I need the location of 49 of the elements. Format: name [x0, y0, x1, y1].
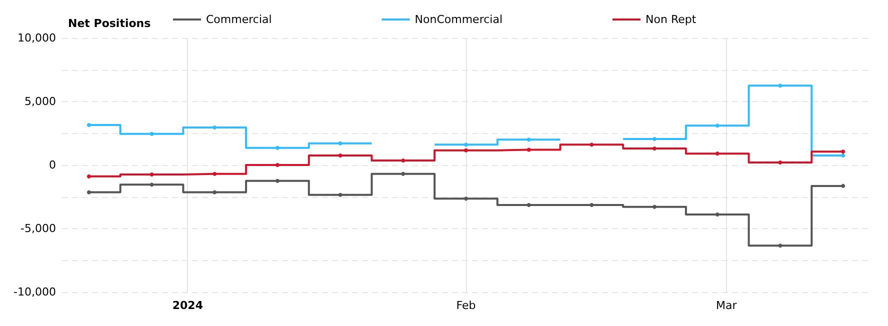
point: [590, 142, 594, 147]
point: [86, 122, 91, 127]
point: [338, 141, 342, 146]
point: [212, 172, 217, 176]
point: [150, 132, 154, 136]
point: [212, 190, 217, 194]
point: [778, 84, 782, 88]
x-tick-label: 2024: [172, 299, 204, 312]
point: [841, 150, 846, 154]
point: [526, 203, 531, 208]
point: [150, 172, 154, 177]
legend-label: NonCommercial: [414, 13, 503, 26]
y-tick-label: -10,000: [14, 286, 56, 298]
point: [715, 152, 720, 156]
point: [86, 190, 91, 194]
point: [275, 163, 280, 167]
point: [526, 148, 531, 152]
point: [778, 244, 782, 248]
point: [652, 204, 657, 209]
point: [464, 196, 468, 201]
point: [275, 146, 280, 150]
point: [86, 174, 91, 178]
point: [526, 138, 531, 142]
y-tick-label: 0: [49, 158, 56, 172]
point: [715, 124, 720, 128]
chart-title: Net Positions: [68, 17, 152, 30]
legend-label: Non Rept: [646, 13, 697, 26]
point: [464, 148, 468, 152]
y-tick-label: 10,000: [18, 32, 56, 44]
point: [401, 158, 406, 163]
point: [841, 184, 846, 188]
x-tick-label: Mar: [716, 299, 738, 312]
point: [590, 203, 594, 208]
point: [275, 178, 280, 183]
point: [150, 182, 154, 187]
point: [841, 153, 846, 158]
point: [401, 172, 406, 176]
point: [652, 136, 657, 141]
point: [778, 160, 782, 164]
point: [464, 142, 468, 147]
y-tick-label: -5,000: [20, 222, 56, 235]
legend-label: Commercial: [206, 13, 272, 26]
point: [715, 212, 720, 217]
point: [338, 153, 342, 158]
point: [652, 146, 657, 150]
y-tick-label: 5,000: [24, 95, 56, 108]
point: [212, 126, 217, 130]
point: [338, 192, 342, 197]
x-tick-label: Feb: [456, 299, 476, 312]
